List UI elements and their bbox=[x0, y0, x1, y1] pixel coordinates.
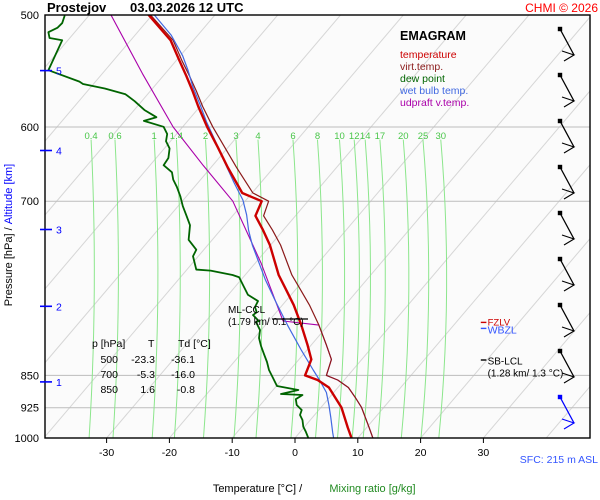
svg-text:20: 20 bbox=[415, 447, 427, 459]
svg-text:SB-LCL: SB-LCL bbox=[488, 356, 523, 367]
svg-text:dew point: dew point bbox=[400, 73, 445, 85]
svg-text:700: 700 bbox=[100, 369, 118, 381]
svg-text:-30: -30 bbox=[99, 447, 114, 459]
svg-text:500: 500 bbox=[100, 354, 118, 366]
svg-text:20: 20 bbox=[398, 131, 409, 142]
svg-text:5: 5 bbox=[56, 66, 62, 78]
svg-text:1.4: 1.4 bbox=[170, 131, 183, 142]
svg-text:CHMI © 2026: CHMI © 2026 bbox=[525, 1, 598, 15]
svg-text:2: 2 bbox=[56, 301, 62, 313]
svg-text:4: 4 bbox=[255, 131, 260, 142]
svg-text:12: 12 bbox=[349, 131, 360, 142]
svg-text:2: 2 bbox=[203, 131, 208, 142]
svg-text:0.6: 0.6 bbox=[108, 131, 121, 142]
svg-text:-23.3: -23.3 bbox=[131, 354, 155, 366]
svg-text:03.03.2026 12 UTC: 03.03.2026 12 UTC bbox=[130, 0, 244, 15]
svg-text:temperature: temperature bbox=[400, 49, 457, 61]
svg-text:p [hPa]: p [hPa] bbox=[92, 338, 125, 350]
svg-text:WBZL: WBZL bbox=[488, 325, 517, 337]
svg-text:-0.8: -0.8 bbox=[177, 384, 195, 396]
svg-text:10: 10 bbox=[352, 447, 364, 459]
svg-text:1.6: 1.6 bbox=[140, 384, 155, 396]
svg-text:500: 500 bbox=[21, 10, 39, 22]
svg-text:Td [°C]: Td [°C] bbox=[178, 338, 211, 350]
svg-text:Mixing ratio [g/kg]: Mixing ratio [g/kg] bbox=[329, 483, 415, 495]
svg-text:Temperature [°C] /: Temperature [°C] / bbox=[213, 483, 303, 495]
svg-text:1: 1 bbox=[152, 131, 157, 142]
svg-text:925: 925 bbox=[21, 403, 39, 415]
svg-text:17: 17 bbox=[375, 131, 386, 142]
svg-text:4: 4 bbox=[56, 146, 62, 158]
svg-text:850: 850 bbox=[21, 370, 39, 382]
svg-text:3: 3 bbox=[233, 131, 238, 142]
svg-text:0.4: 0.4 bbox=[84, 131, 97, 142]
svg-text:-16.0: -16.0 bbox=[171, 369, 195, 381]
svg-text:10: 10 bbox=[334, 131, 345, 142]
svg-text:virt.temp.: virt.temp. bbox=[400, 61, 443, 73]
svg-text:30: 30 bbox=[478, 447, 490, 459]
svg-text:0: 0 bbox=[292, 447, 298, 459]
svg-text:(1.28 km/ 1.3 °C): (1.28 km/ 1.3 °C) bbox=[488, 368, 564, 379]
svg-text:1: 1 bbox=[56, 377, 62, 389]
svg-text:-5.3: -5.3 bbox=[137, 369, 155, 381]
svg-text:wet bulb temp.: wet bulb temp. bbox=[399, 85, 468, 97]
svg-text:600: 600 bbox=[21, 122, 39, 134]
svg-text:EMAGRAM: EMAGRAM bbox=[400, 29, 466, 43]
svg-text:850: 850 bbox=[100, 384, 118, 396]
svg-text:-10: -10 bbox=[225, 447, 240, 459]
svg-text:6: 6 bbox=[290, 131, 295, 142]
svg-text:8: 8 bbox=[315, 131, 320, 142]
svg-text:udpraft v.temp.: udpraft v.temp. bbox=[400, 97, 469, 109]
svg-text:ML-CCL: ML-CCL bbox=[228, 305, 266, 316]
svg-text:1000: 1000 bbox=[15, 433, 39, 445]
svg-text:14: 14 bbox=[360, 131, 371, 142]
svg-text:700: 700 bbox=[21, 196, 39, 208]
svg-text:30: 30 bbox=[436, 131, 447, 142]
svg-text:-36.1: -36.1 bbox=[171, 354, 195, 366]
svg-text:Pressure [hPa] / Altitude [km]: Pressure [hPa] / Altitude [km] bbox=[3, 164, 15, 306]
svg-text:-20: -20 bbox=[162, 447, 177, 459]
svg-text:SFC: 215 m ASL: SFC: 215 m ASL bbox=[520, 454, 598, 466]
svg-text:25: 25 bbox=[418, 131, 429, 142]
svg-text:3: 3 bbox=[56, 225, 62, 237]
svg-text:Prostejov: Prostejov bbox=[47, 0, 107, 15]
svg-text:T: T bbox=[148, 338, 155, 350]
